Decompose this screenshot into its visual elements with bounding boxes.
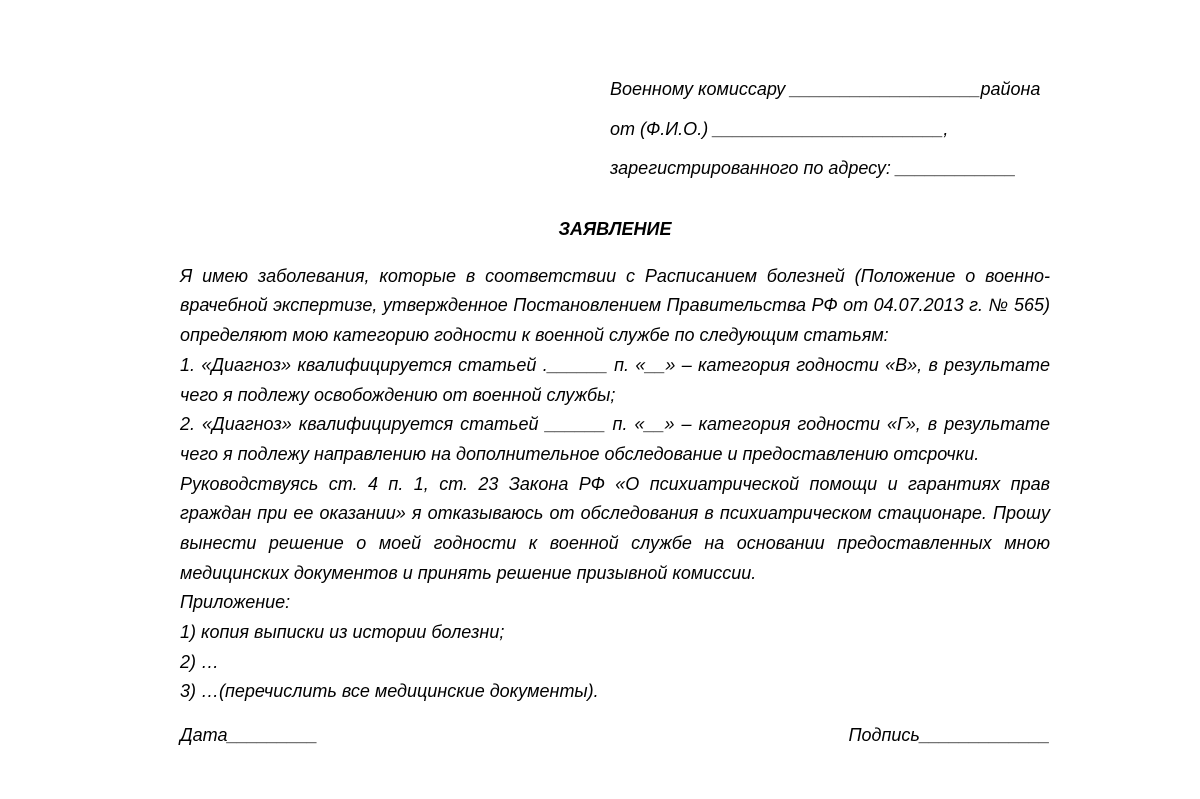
recipient-line-2: от (Ф.И.О.) _______________________, bbox=[610, 110, 1050, 150]
diagnosis-item-1: 1. «Диагноз» квалифицируется статьей .__… bbox=[180, 351, 1050, 410]
attachment-item-2: 2) … bbox=[180, 648, 1050, 678]
footer: Дата_________ Подпись_____________ bbox=[180, 725, 1050, 746]
document-body: Я имею заболевания, которые в соответств… bbox=[180, 262, 1050, 707]
main-paragraph: Руководствуясь ст. 4 п. 1, ст. 23 Закона… bbox=[180, 470, 1050, 589]
date-field: Дата_________ bbox=[180, 725, 318, 746]
recipient-line-3: зарегистрированного по адресу: _________… bbox=[610, 149, 1050, 189]
recipient-line-1: Военному комиссару ___________________ра… bbox=[610, 70, 1050, 110]
diagnosis-item-2: 2. «Диагноз» квалифицируется статьей ___… bbox=[180, 410, 1050, 469]
signature-field: Подпись_____________ bbox=[848, 725, 1050, 746]
document-title: ЗАЯВЛЕНИЕ bbox=[180, 219, 1050, 240]
recipient-header: Военному комиссару ___________________ра… bbox=[610, 70, 1050, 189]
attachment-item-3: 3) …(перечислить все медицинские докумен… bbox=[180, 677, 1050, 707]
intro-paragraph: Я имею заболевания, которые в соответств… bbox=[180, 262, 1050, 351]
attachment-item-1: 1) копия выписки из истории болезни; bbox=[180, 618, 1050, 648]
attachments-label: Приложение: bbox=[180, 588, 1050, 618]
